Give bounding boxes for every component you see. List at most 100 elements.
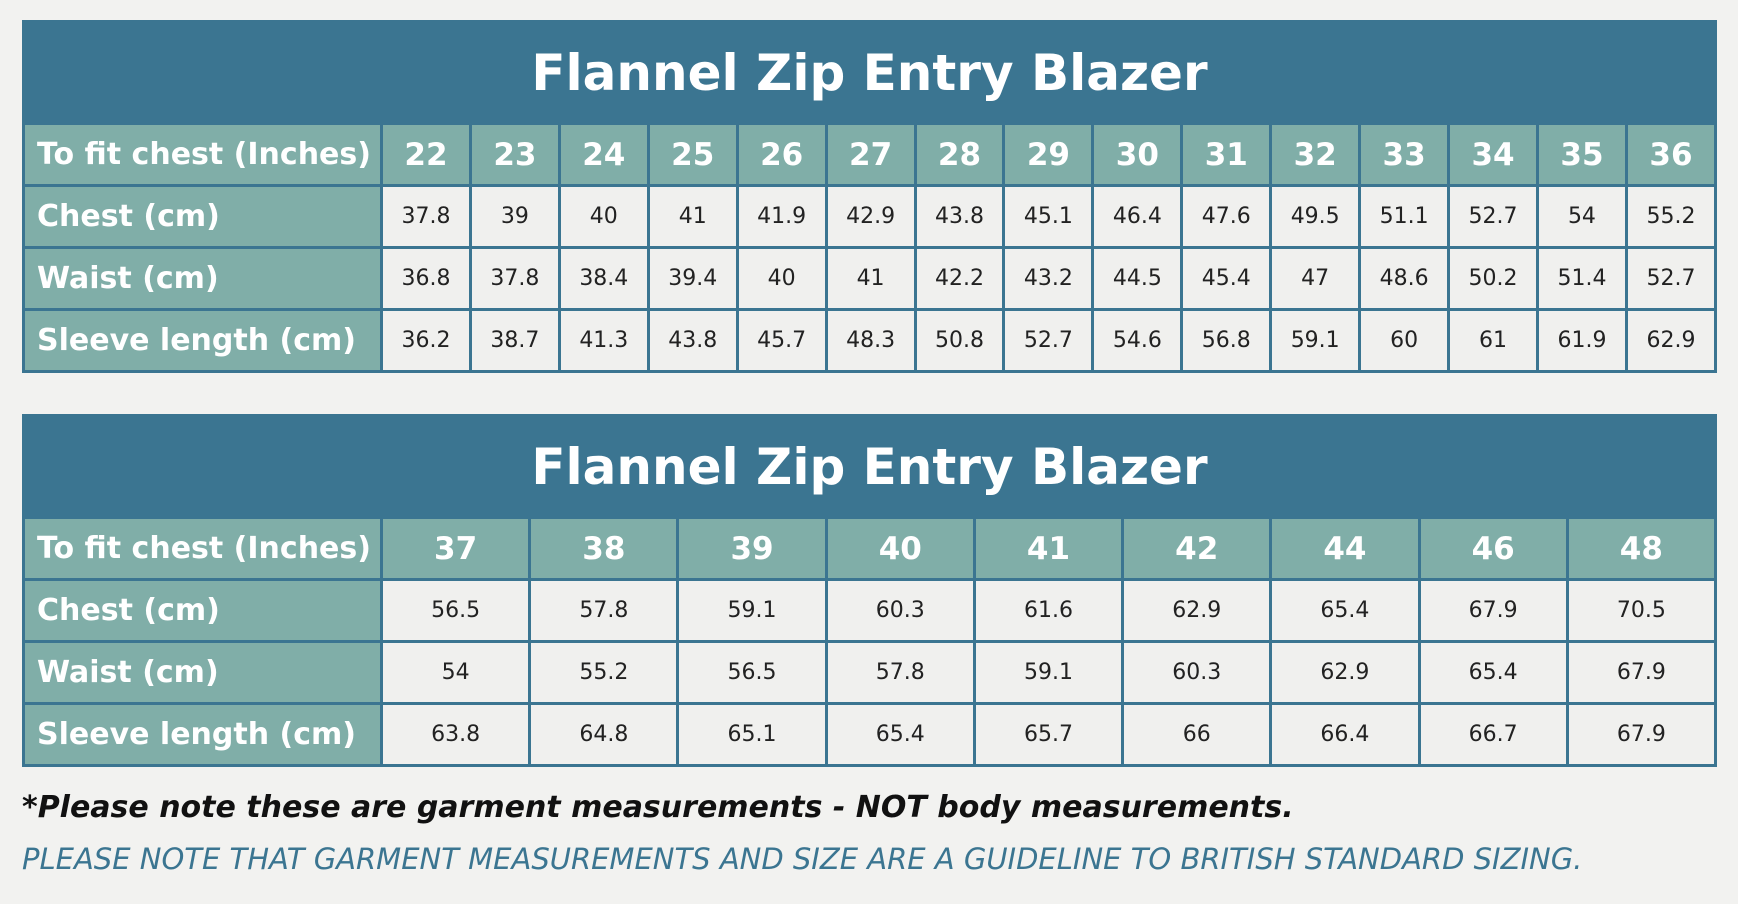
size-header: 29	[1002, 122, 1095, 187]
size-header: 27	[824, 122, 917, 187]
measure-cell: 41.3	[557, 308, 650, 373]
measure-cell: 42.9	[824, 184, 917, 249]
size-table: Flannel Zip Entry Blazer To fit chest (In…	[22, 20, 1718, 373]
measure-cell: 43.2	[1002, 246, 1095, 311]
row-label: Chest (cm)	[22, 184, 383, 249]
measure-cell: 38.4	[557, 246, 650, 311]
row-label: To fit chest (Inches)	[22, 122, 383, 187]
measure-cell: 57.8	[528, 578, 680, 643]
measure-cell: 65.4	[1417, 640, 1569, 705]
size-header: 31	[1180, 122, 1273, 187]
size-header: 30	[1091, 122, 1184, 187]
measure-cell: 65.4	[824, 702, 976, 767]
size-header: 37	[379, 516, 532, 581]
row-label: To fit chest (Inches)	[22, 516, 383, 581]
row-label: Sleeve length (cm)	[22, 702, 383, 767]
measure-cell: 67.9	[1565, 702, 1718, 767]
measure-cell: 62.9	[1269, 640, 1421, 705]
size-header: 35	[1535, 122, 1628, 187]
measure-cell: 52.7	[1447, 184, 1539, 249]
size-header: 39	[676, 516, 828, 581]
row-label: Chest (cm)	[22, 578, 383, 643]
measure-cell: 45.7	[735, 308, 828, 373]
measure-cell: 45.4	[1180, 246, 1273, 311]
measure-cell: 65.4	[1269, 578, 1421, 643]
size-header: 33	[1358, 122, 1451, 187]
measure-cell: 60.3	[1121, 640, 1273, 705]
measure-cell: 59.1	[676, 578, 828, 643]
measure-cell: 59.1	[972, 640, 1125, 705]
measure-cell: 41	[824, 246, 917, 311]
title-row: Flannel Zip Entry Blazer	[22, 414, 1717, 519]
measure-cell: 62.9	[1121, 578, 1273, 643]
measure-cell: 61.9	[1535, 308, 1628, 373]
size-header: 32	[1269, 122, 1362, 187]
measure-cell: 47	[1269, 246, 1362, 311]
size-header: 23	[468, 122, 561, 187]
size-header: 41	[972, 516, 1125, 581]
measure-cell: 57.8	[824, 640, 976, 705]
measure-cell: 61.6	[972, 578, 1125, 643]
measure-cell: 54	[1535, 184, 1628, 249]
size-header: 38	[528, 516, 680, 581]
row-label: Waist (cm)	[22, 640, 383, 705]
measure-cell: 43.8	[913, 184, 1006, 249]
measure-cell: 40	[735, 246, 828, 311]
measure-cell: 37.8	[380, 184, 472, 249]
measure-cell: 66	[1121, 702, 1273, 767]
size-header: 44	[1269, 516, 1421, 581]
measure-cell: 37.8	[468, 246, 561, 311]
measure-cell: 61	[1447, 308, 1539, 373]
header-row: To fit chest (Inches) 37 38 39 40 41 42 44 46 48	[22, 516, 1718, 581]
measure-cell: 39.4	[646, 246, 739, 311]
measure-cell: 67.9	[1417, 578, 1569, 643]
measure-cell: 60	[1358, 308, 1451, 373]
measure-cell: 36.2	[380, 308, 472, 373]
size-header: 40	[824, 516, 976, 581]
measure-cell: 65.7	[972, 702, 1125, 767]
measure-cell: 65.1	[676, 702, 828, 767]
measure-cell: 41.9	[735, 184, 828, 249]
measure-row: Sleeve length (cm) 36.2 38.7 41.3 43.8 45.7 48…	[22, 308, 1718, 373]
measure-cell: 66.4	[1269, 702, 1421, 767]
header-row: To fit chest (Inches) 22 23 24 25 26 27 28 29 30 3…	[22, 122, 1718, 187]
table-title: Flannel Zip Entry Blazer	[22, 20, 1717, 125]
size-header: 26	[735, 122, 828, 187]
measure-cell: 51.1	[1358, 184, 1451, 249]
measure-row: Sleeve length (cm) 63.8 64.8 65.1 65.4 65.7 66…	[22, 702, 1718, 767]
measure-cell: 52.7	[1002, 308, 1095, 373]
measure-cell: 38.7	[468, 308, 561, 373]
size-header: 25	[646, 122, 739, 187]
measure-cell: 48.6	[1358, 246, 1451, 311]
measure-cell: 52.7	[1624, 246, 1718, 311]
sizing-note: PLEASE NOTE THAT GARMENT MEASUREMENTS AN…	[22, 842, 1583, 876]
measure-row: Waist (cm) 54 55.2 56.5 57.8 59.1 60.3 62.9 65.4…	[22, 640, 1718, 705]
measure-cell: 50.2	[1447, 246, 1539, 311]
row-label: Sleeve length (cm)	[22, 308, 383, 373]
measure-cell: 55.2	[528, 640, 680, 705]
measure-cell: 48.3	[824, 308, 917, 373]
measure-cell: 51.4	[1535, 246, 1628, 311]
size-header: 28	[913, 122, 1006, 187]
size-header: 36	[1624, 122, 1718, 187]
measure-cell: 36.8	[380, 246, 472, 311]
size-table: Flannel Zip Entry Blazer To fit chest (In…	[22, 414, 1718, 767]
measure-cell: 41	[646, 184, 739, 249]
size-header: 22	[380, 122, 472, 187]
measure-cell: 43.8	[646, 308, 739, 373]
measure-cell: 70.5	[1565, 578, 1718, 643]
measure-cell: 56.8	[1180, 308, 1273, 373]
measure-row: Chest (cm) 37.8 39 40 41 41.9 42.9 43.8 45.1 46.4…	[22, 184, 1718, 249]
measure-cell: 54.6	[1091, 308, 1184, 373]
size-header: 24	[557, 122, 650, 187]
measure-row: Chest (cm) 56.5 57.8 59.1 60.3 61.6 62.9 65.4 67…	[22, 578, 1718, 643]
measure-cell: 59.1	[1269, 308, 1362, 373]
measure-cell: 66.7	[1417, 702, 1569, 767]
measure-cell: 49.5	[1269, 184, 1362, 249]
measure-cell: 42.2	[913, 246, 1006, 311]
table-title: Flannel Zip Entry Blazer	[22, 414, 1717, 519]
title-row: Flannel Zip Entry Blazer	[22, 20, 1717, 125]
measure-cell: 55.2	[1624, 184, 1718, 249]
